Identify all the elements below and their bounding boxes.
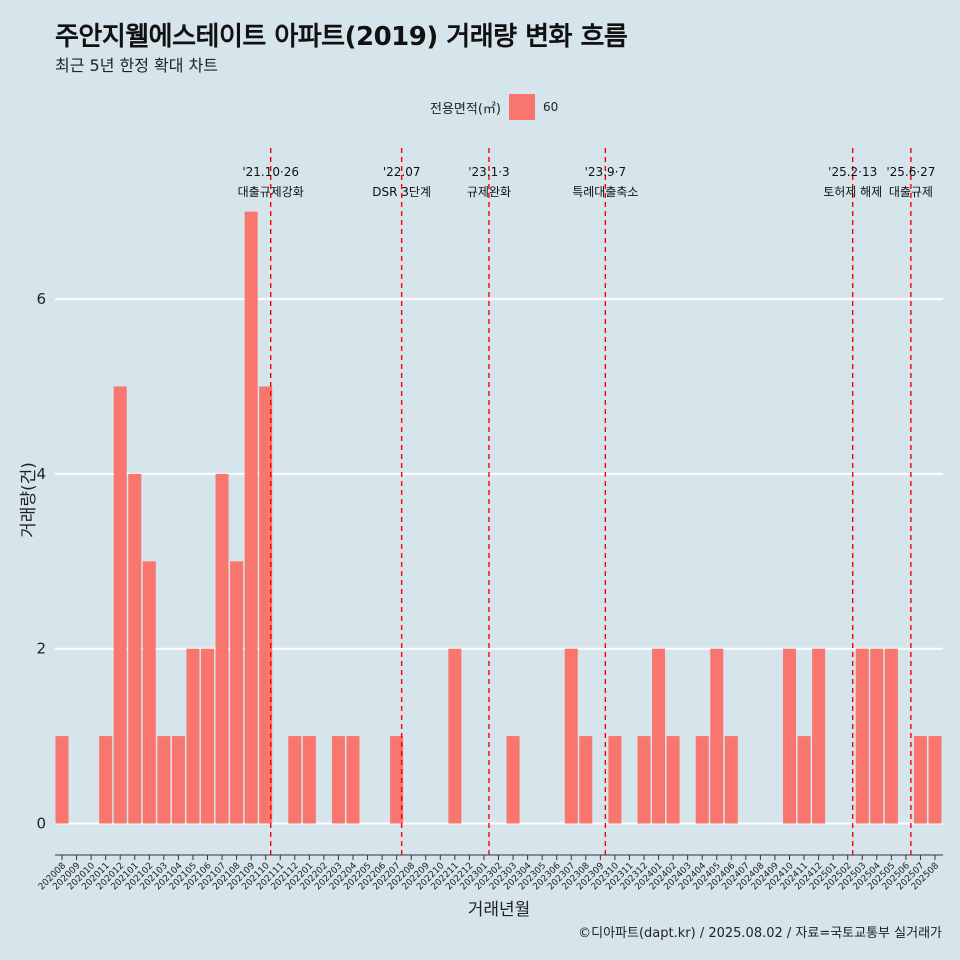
bar-202012 [113, 386, 127, 824]
x-axis-title: 거래년월 [468, 900, 531, 920]
bar-202101 [128, 473, 142, 824]
bar-202312 [637, 736, 651, 824]
y-axis-title: 거래량(건) [19, 462, 39, 538]
event-date-label: '21.10·26 [242, 165, 299, 179]
bar-202106 [201, 648, 214, 824]
bar-202412 [812, 648, 826, 824]
bar-202203 [331, 736, 345, 824]
bar-202405 [710, 648, 724, 824]
y-tick-label: 2 [36, 640, 46, 658]
bar-202008 [55, 736, 69, 824]
bar-202401 [652, 648, 666, 824]
bar-202102 [142, 561, 156, 824]
event-label: 규제완화 [467, 185, 511, 199]
bar-202211 [448, 648, 462, 824]
bar-202503 [855, 648, 869, 824]
bar-202307 [564, 648, 578, 824]
bar-202504 [870, 648, 884, 824]
chart-subtitle: 최근 5년 한정 확대 차트 [55, 56, 219, 75]
bar-202505 [884, 648, 898, 824]
bar-202308 [579, 736, 593, 824]
source-caption: ©디아파트(dapt.kr) / 2025.08.02 / 자료=국토교통부 실… [578, 926, 942, 941]
event-label: 대출규제강화 [238, 185, 304, 199]
legend-key-label: 60 [542, 100, 559, 114]
legend-title: 전용면적(㎡) [430, 101, 501, 117]
event-label: 토허제 해제 [823, 185, 882, 199]
bar-202402 [666, 736, 680, 824]
legend: 전용면적(㎡) 60 [430, 94, 558, 120]
bar-202507 [913, 736, 927, 824]
legend-swatch [508, 94, 535, 120]
y-tick-label: 6 [36, 290, 46, 308]
event-date-label: '23.1·3 [468, 165, 509, 179]
bar-202310 [608, 736, 622, 824]
bar-202404 [695, 736, 709, 824]
event-label: 대출규제 [889, 185, 933, 199]
bar-202410 [783, 648, 796, 824]
bar-202303 [506, 736, 520, 824]
bar-202201 [302, 736, 316, 824]
event-date-label: '25.6·27 [886, 165, 935, 179]
bar-202011 [99, 736, 113, 824]
bar-202104 [171, 736, 185, 824]
chart-title: 주안지웰에스테이트 아파트(2019) 거래량 변화 흐름 [55, 22, 628, 52]
bar-202108 [230, 561, 244, 824]
bar-202103 [157, 736, 171, 824]
event-date-label: '23.9·7 [585, 165, 626, 179]
y-tick-label: 0 [36, 815, 46, 833]
event-date-label: '22.07 [383, 165, 421, 179]
bar-202109 [244, 211, 258, 824]
bar-202411 [797, 736, 811, 824]
bar-202107 [215, 473, 229, 824]
event-date-label: '25.2·13 [828, 165, 877, 179]
bar-202406 [724, 736, 738, 824]
bar-202204 [346, 736, 360, 824]
bar-202105 [186, 648, 200, 824]
bar-202110 [259, 386, 273, 824]
bar-202112 [288, 736, 302, 824]
bar-202207 [390, 736, 404, 824]
event-label: DSR 3단계 [372, 185, 431, 199]
event-label: 특례대출축소 [572, 185, 638, 199]
y-tick-label: 4 [36, 465, 46, 483]
bar-202508 [928, 736, 942, 824]
